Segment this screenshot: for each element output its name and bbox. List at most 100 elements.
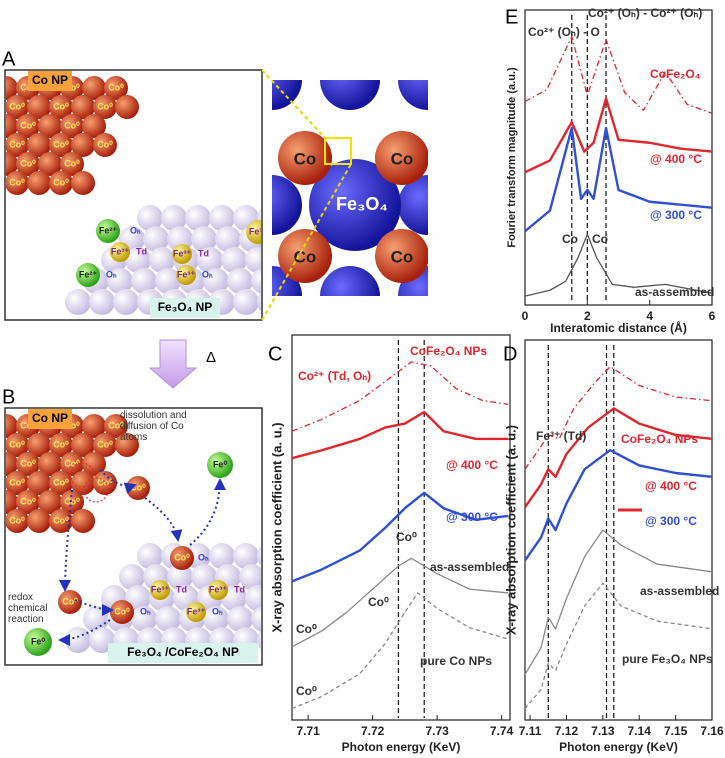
annotation: Co [592,232,608,246]
sphere [49,95,73,119]
sphere [209,543,235,569]
series-line [524,35,713,114]
label: Co [294,247,317,266]
label: Td [176,584,187,594]
y-axis-label: X-ray absorption coefficient (a. u.) [269,422,284,632]
sphere [167,564,193,590]
sphere-label: Fe³⁺ [187,606,206,616]
sphere [27,433,51,457]
sphere [27,509,51,533]
sphere [89,289,115,315]
sphere-label: Co⁰ [9,177,25,187]
sphere-label: Fe²⁺ [99,225,118,235]
label: Oₕ [212,606,223,616]
label: Co [391,247,414,266]
x-tick-label: 7.72 [361,724,385,738]
sphere [27,171,51,195]
sphere [208,580,228,600]
series-line [524,233,713,297]
note: redox chemical reaction [8,592,48,625]
sphere [104,414,128,438]
sphere-label: Fe²⁺ [79,269,98,279]
sphere [6,433,29,457]
sphere [49,471,73,495]
sphere [93,433,117,457]
note-text: redox chemical reaction [8,592,48,625]
sphere [16,152,40,176]
x-tick-label: 7.15 [664,724,688,738]
sphere-label: Co⁰ [53,101,69,111]
sphere-label: Co⁰ [9,139,25,149]
series-line [524,582,713,710]
sphere [309,159,401,251]
sphere-label: Co⁰ [64,158,80,168]
sphere [27,471,51,495]
label: Co [294,149,317,168]
charts: 7.71 7.72 7.73 7.74 Photon energy (KeV) X-ray… [269,9,724,754]
label: Oₕ [202,269,213,279]
sphere [16,114,40,138]
x-tick-label: 7.14 [628,724,652,738]
series-line [291,557,509,648]
series-label: @ 400 °C [446,458,498,472]
label: Oₕ [106,269,117,279]
sphere [375,131,428,185]
sphere [209,205,235,231]
series-label: @ 300 °C [645,514,697,528]
annotation: Co⁰ [368,595,389,609]
sphere-label: Co⁰ [9,477,25,487]
sphere-label: Co⁰ [64,120,80,130]
sphere [176,265,196,285]
sphere-label: Co⁰ [9,101,25,111]
x-axis-label: Photon energy (KeV) [342,740,461,754]
label: Co NP [32,411,68,425]
panel-label: A [2,48,16,70]
sphere [227,268,253,294]
diffusion-arrow [74,599,114,616]
sphere [227,606,253,632]
annotation: Co²⁺ (Oₕ) - O [528,25,600,39]
label-box [28,409,72,429]
series-line [291,491,509,583]
sphere [71,133,95,157]
sphere [110,600,134,624]
sphere-label: Co⁰ [130,482,146,492]
sphere [49,133,73,157]
sphere-label: Co⁰ [20,458,36,468]
series-line [524,529,713,675]
sphere [6,490,18,514]
series-label: as-assembled [635,285,714,299]
sphere-label: Fe³⁺ [249,226,268,236]
vacancy [69,462,95,488]
series-line [524,407,713,508]
zoom-line [261,69,326,139]
sphere-label: Co⁰ [108,420,124,430]
sphere [38,452,62,476]
sphere [38,114,62,138]
sphere [155,268,181,294]
sphere [71,171,95,195]
series-label: CoFe₂O₄ NPs [621,432,698,446]
series-label: as-assembled [640,584,719,598]
sphere-label: Co⁰ [53,477,69,487]
zoom-box [324,137,352,165]
sphere [131,268,157,294]
sphere [191,226,217,252]
sphere [16,490,40,514]
label: Td [136,246,147,256]
sphere [131,606,157,632]
sphere [6,114,18,138]
plot-frame [524,339,713,721]
zoom-line [261,163,352,321]
diffusion-arrow [189,478,226,546]
series-line [524,97,713,174]
label-box [108,643,258,663]
sphere-label: Co⁰ [9,515,25,525]
sphere [155,606,181,632]
sphere [6,471,29,495]
vacancy [83,477,109,503]
sphere [203,268,229,294]
frame [4,407,263,666]
sphere [149,247,175,273]
sphere [257,292,261,312]
